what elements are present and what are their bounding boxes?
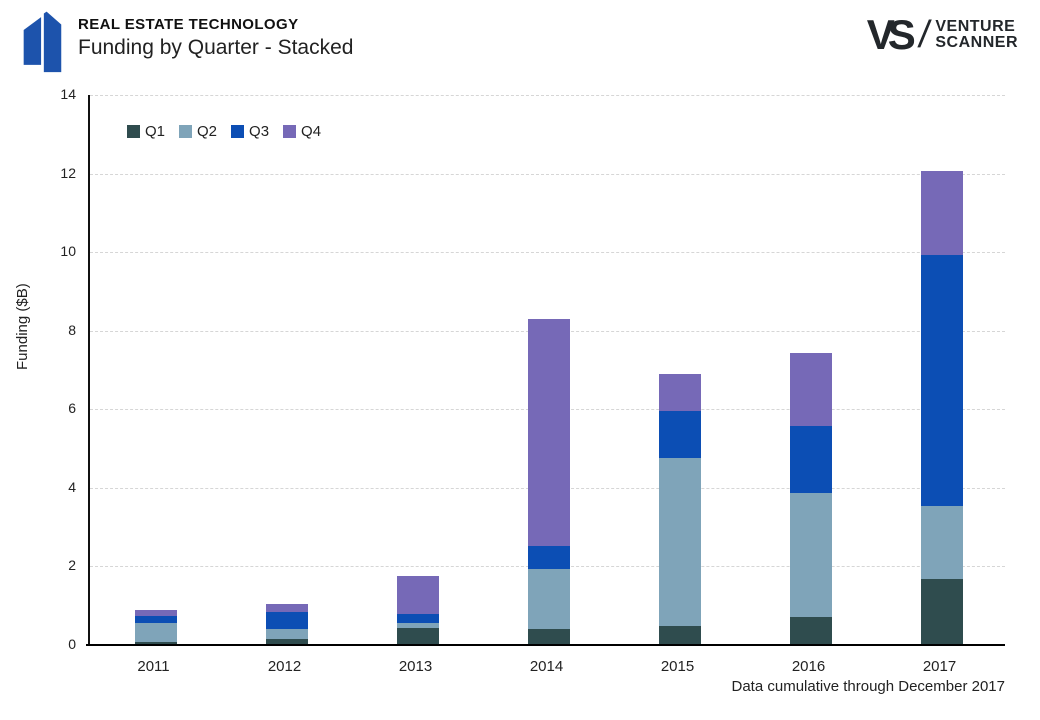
bar-2012 bbox=[265, 603, 308, 645]
x-tick-2013: 2013 bbox=[398, 658, 433, 675]
bar-segment-2012-q4 bbox=[265, 603, 308, 613]
bar-segment-2016-q3 bbox=[789, 425, 832, 493]
bar-segment-2015-q1 bbox=[658, 626, 701, 645]
bar-segment-2012-q3 bbox=[265, 612, 308, 629]
x-tick-2011: 2011 bbox=[137, 658, 170, 675]
bar-segment-2014-q4 bbox=[527, 318, 570, 546]
bar-segment-2011-q4 bbox=[134, 610, 177, 617]
legend-swatch-q4 bbox=[283, 125, 297, 138]
legend-item-q3: Q3 bbox=[231, 123, 269, 140]
bar-segment-2015-q3 bbox=[658, 411, 701, 458]
bar-segment-2011-q3 bbox=[134, 616, 177, 624]
logo-word-scanner: SCANNER bbox=[935, 34, 1018, 51]
legend-label-q4: Q4 bbox=[301, 123, 322, 140]
bar-segment-2013-q1 bbox=[396, 627, 439, 645]
legend-item-q2: Q2 bbox=[179, 123, 217, 140]
gridline-12 bbox=[90, 173, 1005, 175]
bar-segment-2011-q2 bbox=[134, 623, 177, 642]
x-tick-2016: 2016 bbox=[791, 658, 826, 675]
bar-segment-2014-q2 bbox=[527, 569, 570, 629]
bar-segment-2014-q1 bbox=[527, 628, 570, 645]
footnote: Data cumulative through December 2017 bbox=[731, 678, 1006, 695]
legend: Q1 Q2 Q3 Q4 bbox=[127, 123, 321, 140]
bar-segment-2015-q2 bbox=[658, 457, 701, 627]
bar-2015 bbox=[658, 373, 701, 645]
legend-label-q2: Q2 bbox=[197, 123, 218, 140]
bar-2017 bbox=[920, 170, 963, 645]
gridline-14 bbox=[90, 95, 1005, 96]
legend-swatch-q2 bbox=[179, 125, 193, 138]
building-icon bbox=[23, 11, 62, 73]
y-tick-6: 6 bbox=[68, 400, 76, 417]
y-tick-2: 2 bbox=[68, 557, 76, 574]
bar-segment-2012-q2 bbox=[265, 628, 308, 639]
logo-vs-monogram: VS bbox=[866, 11, 916, 58]
bar-segment-2016-q1 bbox=[789, 617, 832, 645]
category-eyebrow: REAL ESTATE TECHNOLOGY bbox=[78, 16, 299, 33]
y-tick-0: 0 bbox=[68, 636, 76, 652]
x-tick-2015: 2015 bbox=[660, 658, 695, 675]
bar-segment-2017-q2 bbox=[920, 505, 963, 579]
legend-swatch-q3 bbox=[231, 125, 245, 138]
gridline-10 bbox=[90, 252, 1005, 254]
bar-segment-2017-q1 bbox=[920, 578, 963, 645]
bar-segment-2011-q1 bbox=[134, 641, 177, 645]
legend-label-q3: Q3 bbox=[249, 123, 270, 140]
legend-item-q4: Q4 bbox=[283, 123, 321, 140]
x-tick-2012: 2012 bbox=[267, 658, 302, 675]
y-tick-12: 12 bbox=[60, 164, 76, 181]
bar-segment-2013-q4 bbox=[396, 576, 439, 614]
bar-segment-2017-q4 bbox=[920, 170, 963, 256]
venture-scanner-logo: VS / VENTURE SCANNER bbox=[866, 11, 1018, 58]
bar-segment-2017-q3 bbox=[920, 255, 963, 506]
logo-word-venture: VENTURE bbox=[935, 18, 1016, 35]
bar-2016 bbox=[789, 353, 832, 645]
bar-segment-2013-q3 bbox=[396, 613, 439, 624]
legend-label-q1: Q1 bbox=[145, 123, 166, 140]
x-tick-2014: 2014 bbox=[529, 658, 564, 675]
legend-item-q1: Q1 bbox=[127, 123, 165, 140]
bar-2013 bbox=[396, 576, 439, 645]
bar-segment-2016-q2 bbox=[789, 492, 832, 618]
x-tick-2017: 2017 bbox=[922, 658, 957, 675]
bar-2011 bbox=[134, 610, 177, 645]
bar-segment-2014-q3 bbox=[527, 545, 570, 570]
bar-segment-2016-q4 bbox=[789, 353, 832, 426]
bar-segment-2012-q1 bbox=[265, 638, 308, 645]
legend-swatch-q1 bbox=[127, 125, 140, 138]
y-tick-14: 14 bbox=[60, 86, 76, 102]
logo-wordmark: VENTURE SCANNER bbox=[935, 19, 1018, 51]
y-tick-8: 8 bbox=[68, 321, 76, 338]
x-axis-line bbox=[86, 644, 1005, 646]
y-tick-4: 4 bbox=[68, 478, 76, 495]
bar-segment-2013-q2 bbox=[396, 623, 439, 628]
bar-segment-2015-q4 bbox=[658, 373, 701, 412]
y-tick-10: 10 bbox=[60, 243, 76, 260]
header: REAL ESTATE TECHNOLOGY Funding by Quarte… bbox=[78, 16, 353, 60]
bar-2014 bbox=[527, 318, 570, 645]
plot-area: Q1 Q2 Q3 Q4 bbox=[88, 95, 1005, 645]
page-title: Funding by Quarter - Stacked bbox=[78, 36, 354, 59]
